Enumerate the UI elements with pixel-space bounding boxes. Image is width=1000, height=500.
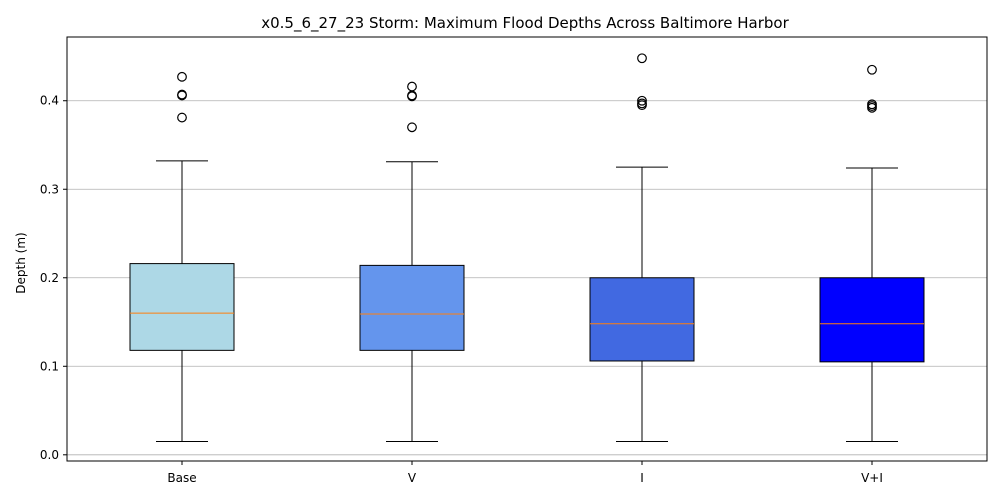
y-tick-label: 0.3 bbox=[40, 182, 59, 196]
iqr-box bbox=[359, 264, 465, 351]
x-tick-label: Base bbox=[167, 471, 196, 485]
x-tick-label: I bbox=[640, 471, 644, 485]
y-tick-label: 0.2 bbox=[40, 271, 59, 285]
plot-frame bbox=[66, 36, 988, 462]
outlier-point bbox=[637, 98, 647, 109]
y-tick-label: 0.1 bbox=[40, 359, 59, 373]
box-i bbox=[589, 53, 695, 443]
outlier-point bbox=[177, 112, 187, 123]
outlier-point bbox=[637, 53, 647, 64]
outlier-point bbox=[867, 99, 877, 110]
iqr-box bbox=[129, 263, 235, 351]
outlier-point bbox=[867, 64, 877, 75]
x-tick-label: V+I bbox=[861, 471, 883, 485]
iqr-box bbox=[819, 277, 925, 363]
y-tick-label: 0.4 bbox=[40, 94, 59, 108]
outlier-point bbox=[177, 89, 187, 100]
iqr-box bbox=[589, 277, 695, 362]
axes-group: 0.0 0.1 0.2 0.3 0.4 Base V I V+I bbox=[40, 36, 988, 485]
x-tick-label: V bbox=[408, 471, 417, 485]
box-base bbox=[129, 71, 235, 443]
outlier-point bbox=[407, 81, 417, 92]
box-v bbox=[359, 81, 465, 443]
chart-title: x0.5_6_27_23 Storm: Maximum Flood Depths… bbox=[261, 14, 789, 33]
outlier-point bbox=[407, 122, 417, 133]
y-axis-label: Depth (m) bbox=[14, 232, 28, 293]
boxes-group bbox=[129, 53, 925, 443]
box-v-i bbox=[819, 64, 925, 443]
outlier-point bbox=[177, 71, 187, 82]
outlier-point bbox=[637, 95, 647, 106]
y-tick-label: 0.0 bbox=[40, 448, 59, 462]
